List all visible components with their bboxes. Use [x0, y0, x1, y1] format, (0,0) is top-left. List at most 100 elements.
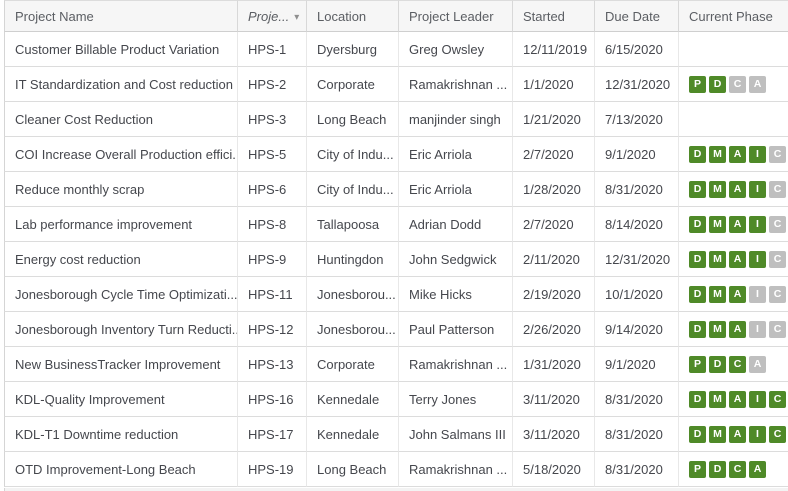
table-row[interactable]: OTD Improvement-Long Beach HPS-19 Long Bea… [4, 452, 788, 487]
cell-location: Tallapoosa [306, 207, 398, 242]
cell-name: Energy cost reduction [4, 242, 237, 277]
cell-id: HPS-9 [237, 242, 306, 277]
phase-badge-C-active: C [729, 460, 746, 478]
table-row[interactable]: Energy cost reduction HPS-9 Huntingdon John… [4, 242, 788, 277]
table-row[interactable]: Jonesborough Cycle Time Optimizati... HPS… [4, 277, 788, 312]
table-row[interactable]: Lab performance improvement HPS-8 Tallapoo… [4, 207, 788, 242]
cell-leader: Eric Arriola [398, 172, 512, 207]
phase-badge-I-inactive: I [749, 320, 766, 338]
column-header-name[interactable]: Project Name [4, 0, 237, 32]
cell-due: 8/31/2020 [594, 172, 678, 207]
table-row[interactable]: Reduce monthly scrap HPS-6 City of Indu...… [4, 172, 788, 207]
cell-started: 12/11/2019 [512, 32, 594, 67]
phase-badge-A-active: A [729, 215, 746, 233]
cell-started: 3/11/2020 [512, 382, 594, 417]
phase-badge-M-active: M [709, 215, 726, 233]
cell-leader: Ramakrishnan ... [398, 452, 512, 487]
phase-badge-P-active: P [689, 75, 706, 93]
column-label: Started [523, 8, 565, 24]
phase-badge-A-active: A [729, 250, 746, 268]
phase-badge-D-active: D [689, 425, 706, 443]
column-label: Project Leader [409, 8, 494, 24]
cell-started: 1/31/2020 [512, 347, 594, 382]
phase-badge-D-active: D [709, 355, 726, 373]
cell-started: 2/11/2020 [512, 242, 594, 277]
column-label: Current Phase [689, 8, 773, 24]
table-body: Customer Billable Product Variation HPS-1… [4, 32, 788, 487]
phase-badge-C-inactive: C [729, 75, 746, 93]
cell-started: 3/11/2020 [512, 417, 594, 452]
phase-badge-D-active: D [709, 75, 726, 93]
cell-due: 8/31/2020 [594, 382, 678, 417]
phase-badge-D-active: D [689, 145, 706, 163]
cell-name: IT Standardization and Cost reduction [4, 67, 237, 102]
phase-badge-A-inactive: A [749, 75, 766, 93]
cell-location: Long Beach [306, 102, 398, 137]
cell-name: OTD Improvement-Long Beach [4, 452, 237, 487]
phase-badge-A-active: A [729, 180, 746, 198]
cell-location: Jonesborou... [306, 277, 398, 312]
cell-started: 2/26/2020 [512, 312, 594, 347]
phase-badge-I-active: I [749, 250, 766, 268]
cell-id: HPS-2 [237, 67, 306, 102]
column-label: Proje... [248, 8, 290, 24]
phase-badge-C-active: C [729, 355, 746, 373]
table-row[interactable]: Cleaner Cost Reduction HPS-3 Long Beach man… [4, 102, 788, 137]
cell-name: Jonesborough Cycle Time Optimizati... [4, 277, 237, 312]
phase-badge-I-active: I [749, 390, 766, 408]
column-label: Location [317, 8, 367, 24]
phase-badge-M-active: M [709, 390, 726, 408]
table-row[interactable]: Customer Billable Product Variation HPS-1… [4, 32, 788, 67]
column-header-started[interactable]: Started [512, 0, 594, 32]
cell-leader: Greg Owsley [398, 32, 512, 67]
table-row[interactable]: New BusinessTracker Improvement HPS-13 Cor… [4, 347, 788, 382]
table-row[interactable]: Jonesborough Inventory Turn Reducti... HP… [4, 312, 788, 347]
cell-leader: Ramakrishnan ... [398, 347, 512, 382]
projects-grid: Project Name Proje... ▾ Location Project Lea… [4, 0, 788, 487]
cell-started: 2/7/2020 [512, 137, 594, 172]
cell-due: 12/31/2020 [594, 242, 678, 277]
cell-leader: Ramakrishnan ... [398, 67, 512, 102]
cell-leader: Mike Hicks [398, 277, 512, 312]
phase-badge-C-inactive: C [769, 180, 786, 198]
phase-badge-D-active: D [689, 285, 706, 303]
cell-location: Long Beach [306, 452, 398, 487]
header-row: Project Name Proje... ▾ Location Project Lea… [4, 0, 788, 32]
cell-name: KDL-T1 Downtime reduction [4, 417, 237, 452]
phase-badge-M-active: M [709, 250, 726, 268]
phase-badge-I-active: I [749, 180, 766, 198]
phase-badge-I-active: I [749, 425, 766, 443]
phase-badge-D-active: D [709, 460, 726, 478]
table-row[interactable]: COI Increase Overall Production effici..… [4, 137, 788, 172]
cell-id: HPS-16 [237, 382, 306, 417]
cell-name: Reduce monthly scrap [4, 172, 237, 207]
cell-name: Customer Billable Product Variation [4, 32, 237, 67]
cell-due: 10/1/2020 [594, 277, 678, 312]
cell-id: HPS-8 [237, 207, 306, 242]
table-row[interactable]: IT Standardization and Cost reduction HPS… [4, 67, 788, 102]
cell-due: 9/1/2020 [594, 347, 678, 382]
cell-id: HPS-6 [237, 172, 306, 207]
column-label: Due Date [605, 8, 660, 24]
column-header-location[interactable]: Location [306, 0, 398, 32]
table-row[interactable]: KDL-Quality Improvement HPS-16 Kennedale Te… [4, 382, 788, 417]
cell-leader: Terry Jones [398, 382, 512, 417]
table-row[interactable]: KDL-T1 Downtime reduction HPS-17 Kennedale… [4, 417, 788, 452]
column-header-id[interactable]: Proje... ▾ [237, 0, 306, 32]
column-header-phase[interactable]: Current Phase [678, 0, 788, 32]
phase-badge-A-active: A [729, 285, 746, 303]
cell-phase [678, 102, 788, 137]
column-header-leader[interactable]: Project Leader [398, 0, 512, 32]
phase-badge-C-active: C [769, 425, 786, 443]
column-header-due[interactable]: Due Date [594, 0, 678, 32]
phase-badge-D-active: D [689, 215, 706, 233]
cell-location: City of Indu... [306, 172, 398, 207]
cell-due: 8/31/2020 [594, 452, 678, 487]
